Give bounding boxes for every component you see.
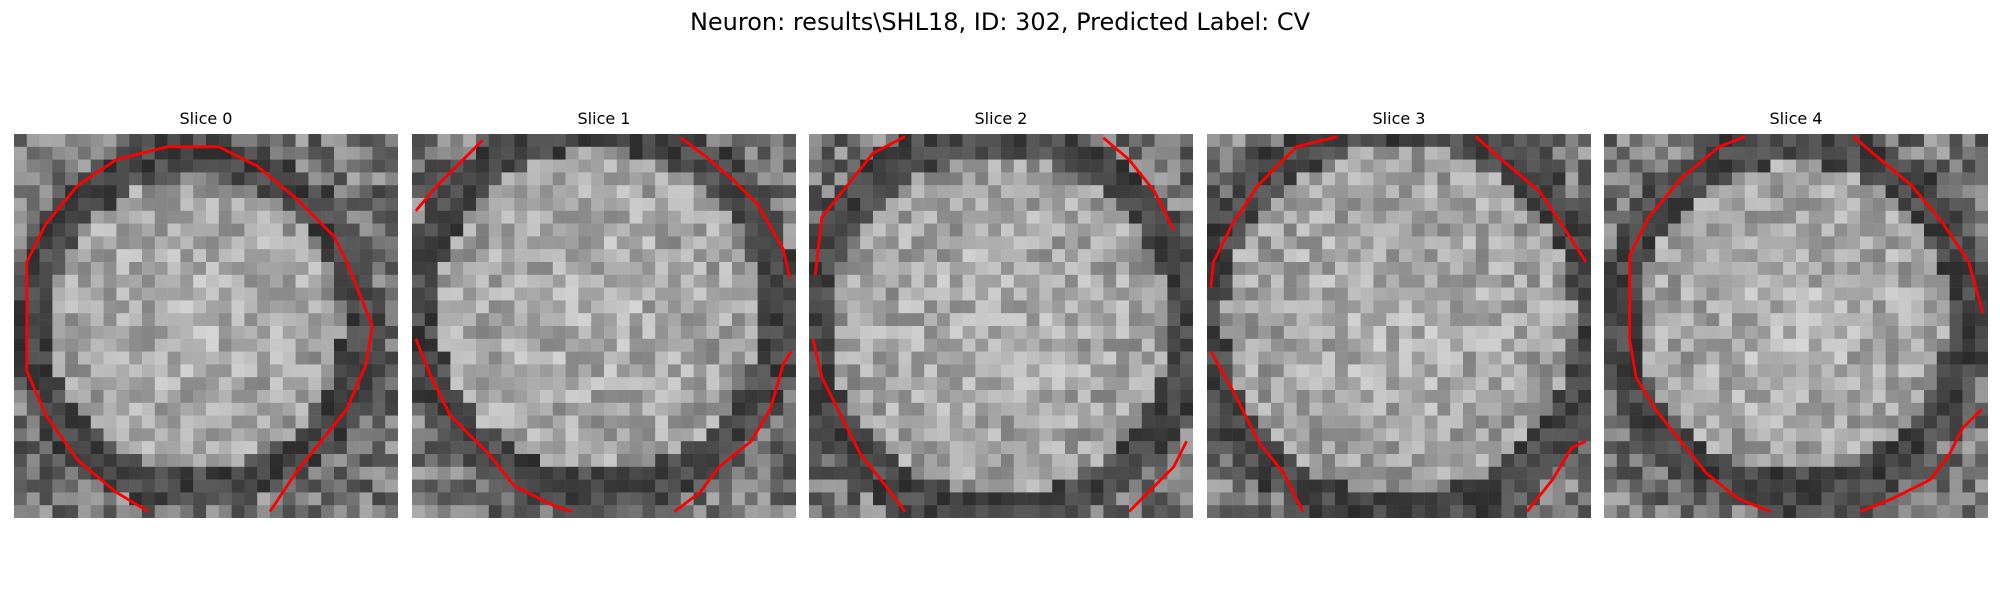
slice-title: Slice 0	[179, 109, 233, 128]
neuron-contour	[1474, 135, 1588, 263]
slice-image	[412, 134, 796, 518]
neuron-contour	[1859, 408, 1983, 513]
slice-title: Slice 4	[1769, 109, 1823, 128]
slice-title: Slice 1	[577, 109, 631, 128]
slice-title: Slice 2	[974, 109, 1028, 128]
neuron-contour	[679, 136, 791, 278]
slice-image	[14, 134, 398, 518]
neuron-contour	[1102, 136, 1176, 231]
slice-title: Slice 3	[1372, 109, 1426, 128]
slice-image	[809, 134, 1193, 518]
neuron-contour	[1209, 350, 1305, 513]
neuron-contour	[1852, 135, 1985, 314]
neuron-contour	[673, 350, 793, 513]
neuron-contour	[811, 338, 907, 513]
neuron-contour	[1209, 135, 1338, 288]
slice-image	[1604, 134, 1988, 518]
neuron-contour	[1128, 440, 1188, 513]
neuron-contour	[414, 338, 573, 513]
neuron-contour	[414, 139, 484, 212]
figure-title: Neuron: results\SHL18, ID: 302, Predicte…	[689, 8, 1311, 36]
neuron-contour	[25, 145, 374, 513]
neuron-contour	[1525, 439, 1587, 513]
neuron-contour	[814, 135, 906, 275]
slice-image	[1207, 134, 1591, 518]
neuron-contour	[1628, 135, 1771, 513]
